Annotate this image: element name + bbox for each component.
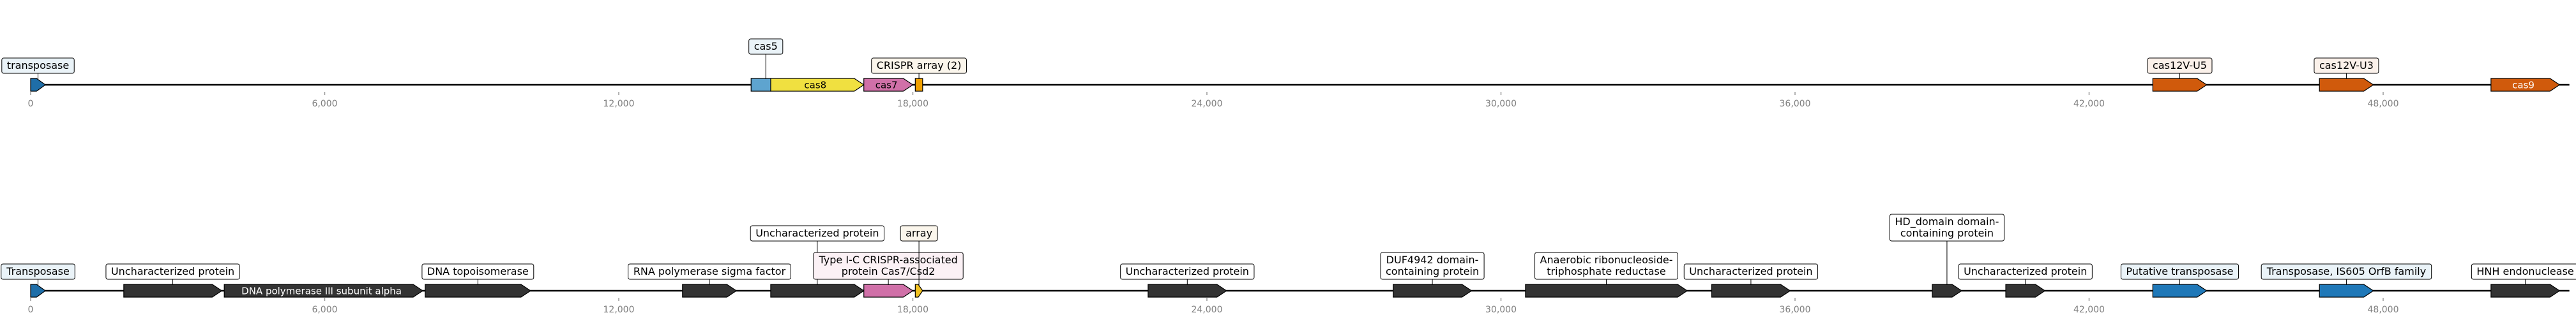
gene-cas5-callout-box [748, 38, 784, 55]
axis-tick-label: 6,000 [312, 305, 337, 315]
axis-tick-label: 48,000 [2368, 305, 2399, 315]
gene-hd-domain-domain-containing-protein-arrow[interactable] [1932, 284, 1963, 298]
gene-uncharacterized-protein-arrow[interactable] [123, 284, 223, 298]
gene-cas8-label: cas8 [804, 80, 826, 91]
gene-hd-domain-domain-containing-protein-callout-text: containing protein [1900, 227, 1994, 239]
axis-tick-label: 18,000 [897, 305, 928, 315]
gene-cas9-arrow[interactable] [2490, 78, 2561, 92]
axis-tick-label: 36,000 [1780, 305, 1811, 315]
gene-rna-polymerase-sigma-factor-arrow[interactable] [682, 284, 738, 298]
gene-uncharacterized-protein-callout-box [1120, 263, 1255, 280]
axis-tick-label: 24,000 [1192, 99, 1223, 109]
gene-dna-topoisomerase-arrow[interactable] [425, 284, 531, 298]
gene-uncharacterized-protein-callout-text: Uncharacterized protein [1689, 265, 1812, 277]
gene-anaerobic-ribonucleoside-triphosphate-reductase-callout-text: triphosphate reductase [1547, 265, 1665, 277]
gene-anaerobic-ribonucleoside-triphosphate-reductase-callout-text: Anaerobic ribonucleoside- [1540, 254, 1673, 266]
gene-cas12v-u3-callout-text: cas12V-U3 [2319, 59, 2374, 71]
gene-hnh-endonuclease-callout-text: HNH endonuclease [2476, 265, 2573, 277]
gene-cas12v-u5-callout-text: cas12V-U5 [2153, 59, 2207, 71]
gene-uncharacterized-protein-callout-box [1958, 263, 2093, 280]
axis-tick-label: 12,000 [603, 99, 635, 109]
axis-tick-label: 36,000 [1780, 99, 1811, 109]
axis-tick-label: 30,000 [1485, 305, 1517, 315]
axis-tick-label: 0 [28, 305, 34, 315]
gene-dna-topoisomerase-callout-text: DNA topoisomerase [427, 265, 529, 277]
gene-dna-polymerase-iii-subunit-alpha-arrow[interactable] [224, 284, 424, 298]
gene-uncharacterized-protein-arrow[interactable] [2005, 284, 2046, 298]
gene-uncharacterized-protein-callout-box [750, 225, 884, 242]
gene-cas7-arrow[interactable] [863, 78, 914, 92]
gene-array-callout-box [900, 225, 938, 242]
gene-type-i-c-crispr-associated-protein-cas7-csd2-callout-text: protein Cas7/Csd2 [842, 265, 936, 277]
gene-cas12v-u5-arrow[interactable] [2152, 78, 2208, 92]
gene-transposase-callout-box [1, 263, 75, 280]
gene-uncharacterized-protein-callout-text: Uncharacterized protein [1964, 265, 2087, 277]
axis-tick-label: 18,000 [897, 99, 928, 109]
gene-cas12v-u5-callout-box [2147, 57, 2213, 74]
gene-transposase-is605-orfb-family-callout-box [2261, 263, 2432, 280]
gene-type-i-c-crispr-associated-protein-cas7-csd2-arrow[interactable] [863, 284, 914, 298]
gene-type-i-c-crispr-associated-protein-cas7-csd2-callout-text: Type I-C CRISPR-associated [819, 254, 958, 266]
gene-uncharacterized-protein-callout-box [1683, 263, 1819, 280]
axis-tick-label: 24,000 [1192, 305, 1223, 315]
gene-rna-polymerase-sigma-factor-callout-text: RNA polymerase sigma factor [633, 265, 786, 277]
gene-duf4942-domain-containing-protein-callout-text: containing protein [1386, 265, 1479, 277]
gene-crispr-array-2-callout-box [871, 57, 967, 74]
axis-tick-label: 48,000 [2368, 99, 2399, 109]
gene-hd-domain-domain-containing-protein-callout-box [1889, 214, 2004, 242]
gene-crispr-array-2-arrow[interactable] [914, 78, 923, 92]
gene-transposase-callout-text: Transposase [6, 265, 70, 277]
gene-cas12v-u3-callout-box [2314, 57, 2379, 74]
gene-array-arrow[interactable] [914, 284, 923, 298]
gene-uncharacterized-protein-callout-box [105, 263, 240, 280]
gene-dna-topoisomerase-callout-box [421, 263, 534, 280]
gene-putative-transposase-callout-box [2120, 263, 2239, 280]
gene-transposase-arrow[interactable] [30, 78, 47, 92]
gene-cas9-label: cas9 [2512, 80, 2534, 91]
gene-uncharacterized-protein-arrow[interactable] [1148, 284, 1227, 298]
gene-rna-polymerase-sigma-factor-callout-box [628, 263, 791, 280]
gene-hnh-endonuclease-callout-box [2471, 263, 2576, 280]
locus-track-2: 0 6,000 12,000 18,000 24,000 30,000 36,000 42,0… [1, 214, 2576, 315]
gene-transposase-callout-box [1, 57, 75, 74]
gene-transposase-is605-orfb-family-callout-text: Transposase, IS605 OrfB family [2266, 265, 2426, 277]
axis-tick-label: 30,000 [1485, 99, 1517, 109]
gene-duf4942-domain-containing-protein-callout-box [1380, 252, 1485, 280]
locus-track-1: 0 6,000 12,000 18,000 24,000 30,000 36,000 42,0… [1, 38, 2570, 109]
gene-uncharacterized-protein-arrow[interactable] [770, 284, 865, 298]
gene-dna-polymerase-iii-subunit-alpha-label: DNA polymerase III subunit alpha [241, 286, 402, 297]
gene-type-i-c-crispr-associated-protein-cas7-csd2-callout-box [813, 252, 964, 280]
axis-tick-label: 6,000 [312, 99, 337, 109]
gene-cas7-label: cas7 [875, 80, 898, 91]
gene-anaerobic-ribonucleoside-triphosphate-reductase-callout-box [1534, 252, 1678, 280]
gene-duf4942-domain-containing-protein-arrow[interactable] [1393, 284, 1473, 298]
gene-array-callout-text: array [905, 227, 932, 239]
gene-hnh-endonuclease-arrow[interactable] [2490, 284, 2561, 298]
gene-anaerobic-ribonucleoside-triphosphate-reductase-arrow[interactable] [1525, 284, 1688, 298]
axis-tick-label: 12,000 [603, 305, 635, 315]
gene-putative-transposase-callout-text: Putative transposase [2126, 265, 2233, 277]
gene-cas12v-u3-arrow[interactable] [2319, 78, 2374, 92]
gene-uncharacterized-protein-callout-text: Uncharacterized protein [1126, 265, 1249, 277]
gene-uncharacterized-protein-callout-text: Uncharacterized protein [755, 227, 879, 239]
gene-cas8-arrow[interactable] [770, 78, 865, 92]
axis-tick-label: 42,000 [2073, 99, 2105, 109]
axis-tick-label: 0 [28, 99, 34, 109]
gene-transposase-is605-orfb-family-arrow[interactable] [2319, 284, 2374, 298]
gene-crispr-array-2-callout-text: CRISPR array (2) [877, 59, 962, 71]
gene-transposase-arrow[interactable] [30, 284, 47, 298]
gene-uncharacterized-protein-callout-text: Uncharacterized protein [111, 265, 234, 277]
gene-uncharacterized-protein-arrow[interactable] [1711, 284, 1791, 298]
gene-cas5-callout-text: cas5 [754, 40, 778, 52]
gene-duf4942-domain-containing-protein-callout-text: DUF4942 domain- [1386, 254, 1479, 266]
gene-transposase-callout-text: transposase [7, 59, 69, 71]
axis-tick-label: 42,000 [2073, 305, 2105, 315]
gene-hd-domain-domain-containing-protein-callout-text: HD_domain domain- [1895, 216, 1999, 228]
gene-putative-transposase-arrow[interactable] [2152, 284, 2208, 298]
